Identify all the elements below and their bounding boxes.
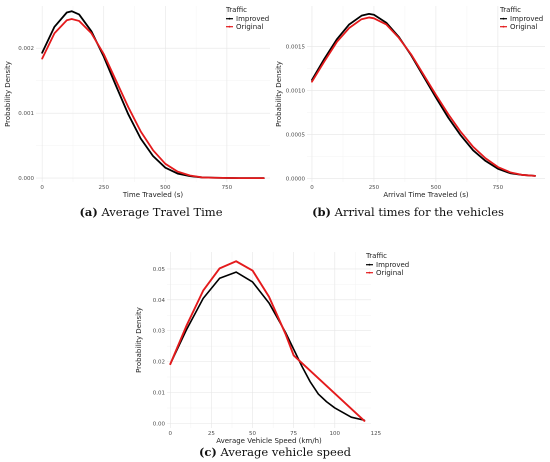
y-tick-label: 0.0005 xyxy=(286,132,306,138)
legend-label-improved: Improved xyxy=(236,15,269,23)
y-tick-label: 0.04 xyxy=(153,298,166,304)
y-tick-label: 0.00 xyxy=(153,421,166,427)
y-axis-title: Probability Density xyxy=(4,61,12,127)
x-axis-title: Average Vehicle Speed (km/h) xyxy=(216,437,322,445)
x-tick-label: 250 xyxy=(98,185,109,191)
y-tick-label: 0.0000 xyxy=(286,176,306,182)
legend-label-original: Original xyxy=(236,23,263,31)
x-tick-label: 500 xyxy=(160,185,171,191)
y-axis-title: Probability Density xyxy=(135,307,143,373)
caption-a-text: Average Travel Time xyxy=(100,205,222,219)
legend-label-original: Original xyxy=(510,23,537,31)
legend-dot-improved xyxy=(502,17,505,20)
series-line-original xyxy=(169,260,366,422)
series-line-improved xyxy=(41,10,265,180)
panel-a-travel-time: 0 250 500 750 0.000 0.001 0.002 Time Traveled (… xyxy=(4,6,270,199)
x-tick-label: 0 xyxy=(310,185,314,191)
legend-label-original: Original xyxy=(376,269,403,277)
series-line-improved xyxy=(169,271,366,422)
x-tick-label: 0 xyxy=(169,431,173,437)
x-tick-label: 750 xyxy=(493,185,504,191)
panel-c-vehicle-speed: 0 25 50 75 100 125 0.00 0.01 0.02 0.03 0.04 0.05 Ave… xyxy=(135,252,409,445)
y-tick-label: 0.001 xyxy=(18,111,34,117)
legend-title: Traffic xyxy=(499,6,521,14)
x-axis-title: Arrival Time Traveled (s) xyxy=(383,191,468,199)
legend-label-improved: Improved xyxy=(376,261,409,269)
x-tick-label: 125 xyxy=(371,431,382,437)
panel-b-arrival-times: 0 250 500 750 0.0000 0.0005 0.0010 0.0015 Arriva… xyxy=(275,6,545,199)
y-tick-label: 0.0015 xyxy=(286,44,306,50)
caption-c: (c) Average vehicle speed xyxy=(199,445,352,459)
caption-c-text: Average vehicle speed xyxy=(220,445,352,459)
legend-title: Traffic xyxy=(225,6,247,14)
x-tick-label: 0 xyxy=(40,185,44,191)
x-tick-label: 100 xyxy=(330,431,341,437)
legend-dot-original xyxy=(368,271,371,274)
y-tick-label: 0.02 xyxy=(153,360,165,366)
y-axis-title: Probability Density xyxy=(275,61,283,127)
caption-a: (a) Average Travel Time xyxy=(79,205,222,219)
x-axis-title: Time Traveled (s) xyxy=(122,191,184,199)
x-tick-label: 75 xyxy=(290,431,297,437)
y-tick-label: 0.01 xyxy=(153,390,165,396)
y-tick-label: 0.0010 xyxy=(286,88,306,94)
series-line-improved xyxy=(311,13,536,177)
x-tick-label: 750 xyxy=(222,185,233,191)
caption-b-text: Arrival times for the vehicles xyxy=(334,205,504,219)
x-tick-label: 50 xyxy=(249,431,256,437)
legend-label-improved: Improved xyxy=(510,15,543,23)
legend-dot-original xyxy=(228,25,231,28)
legend-dot-improved xyxy=(368,263,371,266)
y-tick-label: 0.000 xyxy=(18,176,34,182)
legend-title: Traffic xyxy=(365,252,387,260)
y-tick-label: 0.002 xyxy=(18,46,34,52)
caption-c-tag: (c) xyxy=(199,445,217,459)
series-line-original xyxy=(41,18,265,180)
x-tick-label: 250 xyxy=(369,185,380,191)
caption-a-tag: (a) xyxy=(79,205,97,219)
legend-dot-improved xyxy=(228,17,231,20)
x-tick-label: 25 xyxy=(208,431,215,437)
x-tick-label: 500 xyxy=(431,185,442,191)
caption-b: (b) Arrival times for the vehicles xyxy=(312,205,504,219)
caption-b-tag: (b) xyxy=(312,205,331,219)
legend-dot-original xyxy=(502,25,505,28)
y-tick-label: 0.03 xyxy=(153,329,166,335)
series-line-original xyxy=(311,16,536,177)
y-tick-label: 0.05 xyxy=(153,267,166,273)
